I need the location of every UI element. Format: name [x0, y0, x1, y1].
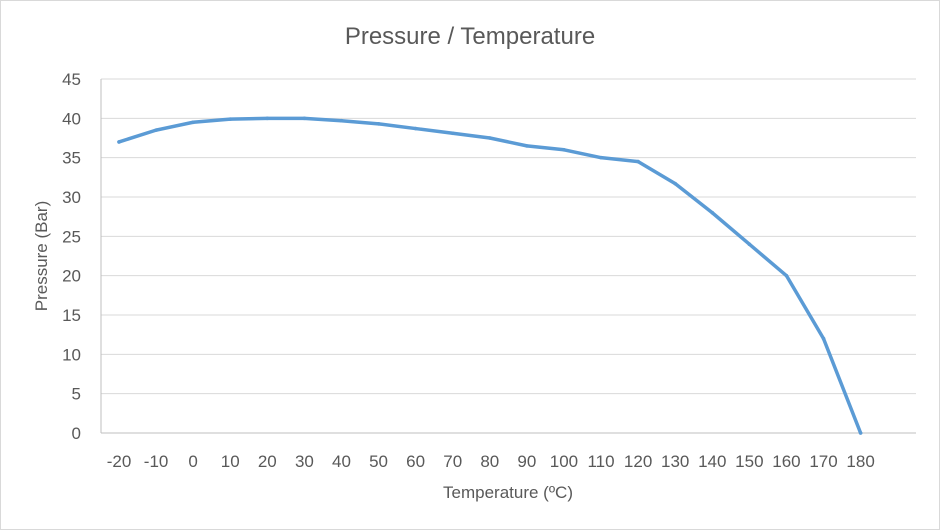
- y-tick-label: 0: [72, 424, 81, 443]
- data-point: [599, 155, 603, 160]
- series-layer: [117, 116, 863, 435]
- x-tick-label: 20: [258, 452, 277, 471]
- data-point: [117, 140, 121, 144]
- x-tick-label: 50: [369, 452, 388, 471]
- y-tick-label: 5: [72, 385, 81, 404]
- y-tick-label: 20: [62, 267, 81, 286]
- x-tick-label: 180: [846, 452, 874, 471]
- y-axis-ticks: 0 5 10 15 20 25 30 35 40 45: [62, 70, 81, 443]
- x-tick-label: 170: [809, 452, 837, 471]
- data-point: [784, 273, 789, 278]
- data-point: [562, 148, 566, 152]
- y-tick-label: 30: [62, 188, 81, 207]
- x-tick-label: 110: [587, 452, 614, 471]
- data-point: [413, 126, 418, 131]
- data-point: [525, 144, 529, 148]
- data-point: [636, 159, 640, 164]
- x-axis-title: Temperature (ºC): [443, 483, 573, 502]
- x-tick-label: 60: [406, 452, 425, 471]
- data-point: [376, 122, 381, 126]
- x-tick-label: 30: [295, 452, 314, 471]
- x-tick-label: 0: [188, 452, 197, 471]
- x-tick-label: 10: [221, 452, 240, 471]
- x-tick-label: 160: [772, 452, 800, 471]
- data-point: [673, 181, 677, 186]
- data-point: [858, 431, 863, 435]
- x-tick-label: -20: [107, 452, 132, 471]
- chart-title: Pressure / Temperature: [345, 23, 595, 50]
- data-point: [488, 136, 492, 140]
- x-tick-label: 40: [332, 452, 351, 471]
- data-point: [450, 131, 455, 136]
- data-point: [302, 116, 307, 121]
- x-tick-label: 130: [661, 452, 689, 471]
- x-tick-label: 120: [624, 452, 652, 471]
- y-tick-label: 25: [62, 227, 81, 246]
- gridlines: [101, 78, 916, 395]
- x-tick-label: 80: [480, 452, 499, 471]
- y-tick-label: 40: [62, 109, 81, 128]
- y-tick-label: 10: [62, 345, 81, 364]
- data-point: [191, 120, 195, 125]
- y-tick-label: 45: [62, 70, 81, 89]
- x-tick-label: 70: [443, 452, 462, 471]
- data-point: [265, 116, 270, 121]
- x-tick-label: 150: [735, 452, 763, 471]
- data-point: [228, 117, 233, 121]
- x-tick-label: -10: [144, 452, 169, 471]
- y-tick-label: 15: [62, 306, 81, 325]
- x-tick-label: 140: [698, 452, 726, 471]
- y-axis-title: Pressure (Bar): [32, 201, 51, 312]
- data-point: [154, 128, 158, 132]
- y-tick-label: 35: [62, 149, 81, 168]
- data-point: [710, 210, 715, 215]
- data-point: [747, 242, 752, 246]
- x-axis-ticks: -20 -10 0 10 20 30 40 50 60 70 80 90 100 110 120 130 140…: [107, 452, 875, 471]
- data-point: [821, 336, 826, 341]
- x-tick-label: 100: [550, 452, 578, 471]
- data-point: [339, 118, 344, 123]
- x-tick-label: 90: [517, 452, 536, 471]
